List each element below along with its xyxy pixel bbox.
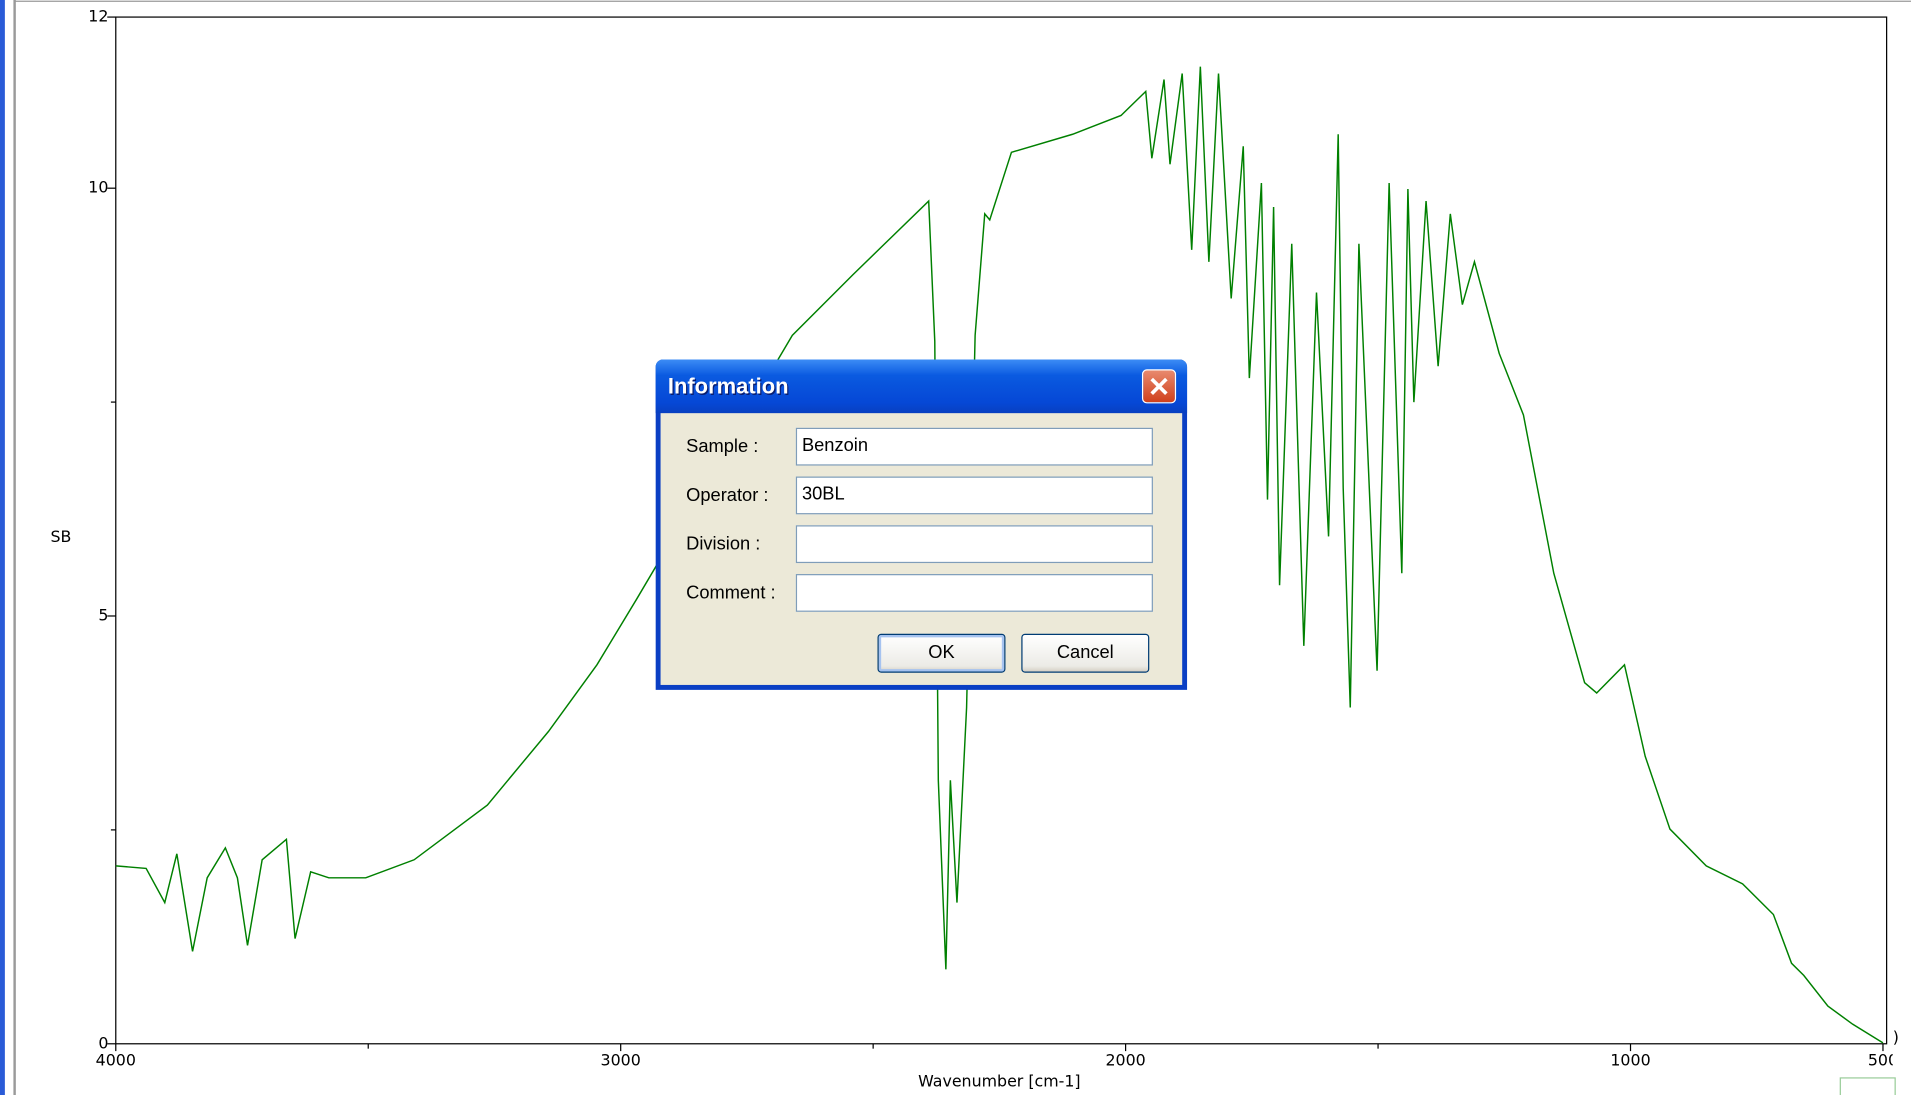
field-label: Division : bbox=[686, 533, 761, 555]
y-tick-label: 5 bbox=[98, 605, 108, 624]
dialog-body: Sample : Benzoin Operator : 30BL Division : C… bbox=[660, 413, 1183, 685]
y-tick-label: 0 bbox=[98, 1033, 108, 1052]
x-axis-label: Wavenumber [cm-1] bbox=[918, 1071, 1080, 1090]
plot-frame bbox=[115, 16, 1888, 1045]
y-tick-label: 12 bbox=[88, 7, 108, 26]
dialog-button[interactable]: OK bbox=[877, 633, 1006, 673]
x-tick-label: 4000 bbox=[96, 1051, 136, 1070]
y-axis-label: SB bbox=[50, 527, 71, 546]
y-tick-label: 10 bbox=[88, 178, 108, 197]
status-box bbox=[1839, 1077, 1896, 1095]
title-bar bbox=[655, 359, 1188, 414]
close-button[interactable] bbox=[1141, 369, 1177, 404]
spectrum-line bbox=[115, 66, 1884, 1044]
window-edge bbox=[0, 0, 5, 1095]
field-label: Comment : bbox=[686, 582, 776, 604]
dialog-button[interactable]: Cancel bbox=[1021, 633, 1150, 673]
field-label: Sample : bbox=[686, 436, 759, 458]
information-dialog: Information Sample : Benzoin Operator : 30B… bbox=[655, 359, 1188, 690]
text-field[interactable] bbox=[795, 574, 1153, 612]
x-tick-label: 500 bbox=[1868, 1051, 1898, 1070]
edge-mark: ) bbox=[1893, 1028, 1899, 1047]
x-tick-label: 1000 bbox=[1610, 1051, 1650, 1070]
x-tick-label: 3000 bbox=[601, 1051, 641, 1070]
text-field[interactable] bbox=[795, 525, 1153, 564]
text-field[interactable]: 30BL bbox=[795, 476, 1153, 515]
x-tick-label: 2000 bbox=[1105, 1051, 1145, 1070]
field-label: Operator : bbox=[686, 485, 769, 506]
dialog-title: Information bbox=[667, 374, 789, 399]
text-field[interactable]: Benzoin bbox=[795, 427, 1153, 466]
